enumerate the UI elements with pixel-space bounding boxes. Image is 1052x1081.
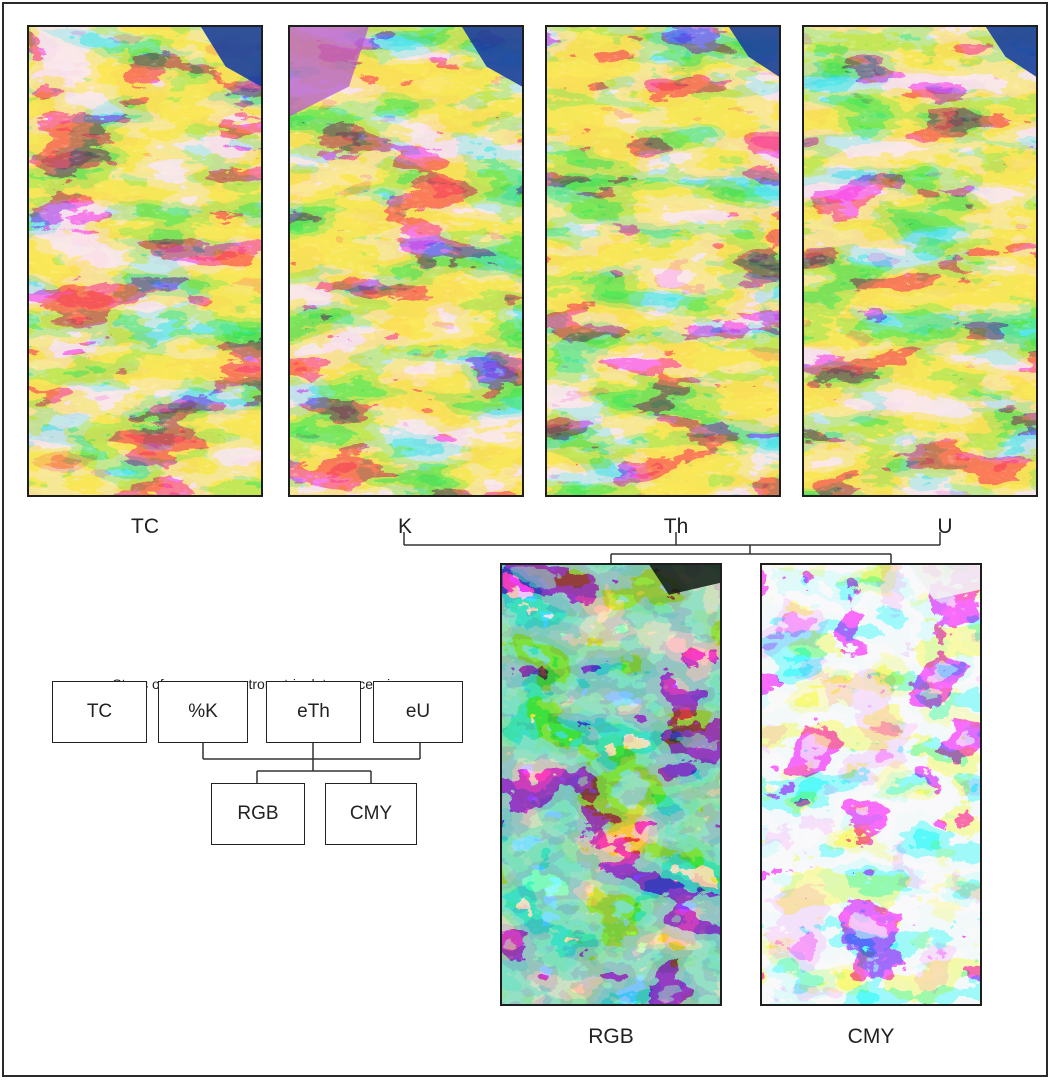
flow-box-eu: eU (373, 681, 463, 743)
rgb-composite-image (500, 563, 722, 1006)
k-map-graphic (290, 27, 522, 495)
u-map-graphic (804, 27, 1036, 495)
cmy-composite-graphic (762, 565, 980, 1004)
th-map-graphic (547, 27, 779, 495)
u-map-label: U (937, 515, 953, 538)
cmy-composite-image (760, 563, 982, 1006)
tc-map-label: TC (131, 515, 159, 538)
flow-box-rgb: RGB (211, 783, 305, 845)
flow-box-k: %K (158, 681, 248, 743)
cmy-composite-label: CMY (847, 1025, 895, 1048)
k-map-image (288, 25, 524, 497)
tc-map-image (27, 25, 263, 497)
flow-box-cmy: CMY (325, 783, 417, 845)
k-map-label: K (397, 515, 413, 538)
flow-box-tc: TC (52, 681, 147, 743)
flow-box-eth: eTh (266, 681, 361, 743)
th-map-label: Th (663, 515, 689, 538)
tc-map-graphic (29, 27, 261, 495)
rgb-composite-graphic (502, 565, 720, 1004)
u-map-image (802, 25, 1038, 497)
th-map-image (545, 25, 781, 497)
rgb-composite-label: RGB (588, 1025, 634, 1048)
